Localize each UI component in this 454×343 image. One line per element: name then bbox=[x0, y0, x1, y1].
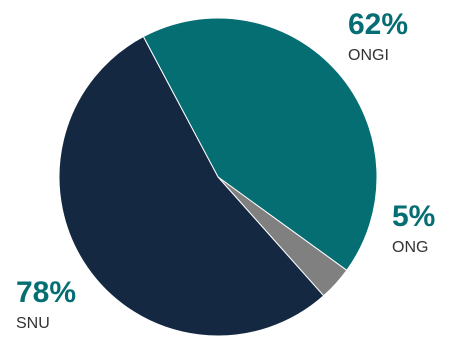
pie-slice-ongi bbox=[142, 17, 378, 271]
snu-label: 78% SNU bbox=[16, 278, 76, 332]
ongi-percent: 62% bbox=[348, 8, 409, 41]
ong-name: ONG bbox=[392, 239, 429, 256]
ong-percent: 5% bbox=[392, 200, 436, 233]
ongi-label: 62% ONGI bbox=[348, 10, 408, 64]
ong-label: 5% ONG bbox=[392, 202, 435, 256]
snu-name: SNU bbox=[16, 315, 50, 332]
ongi-name: ONGI bbox=[348, 47, 389, 64]
pie-slice-snu bbox=[58, 35, 325, 337]
snu-percent: 78% bbox=[16, 276, 77, 309]
